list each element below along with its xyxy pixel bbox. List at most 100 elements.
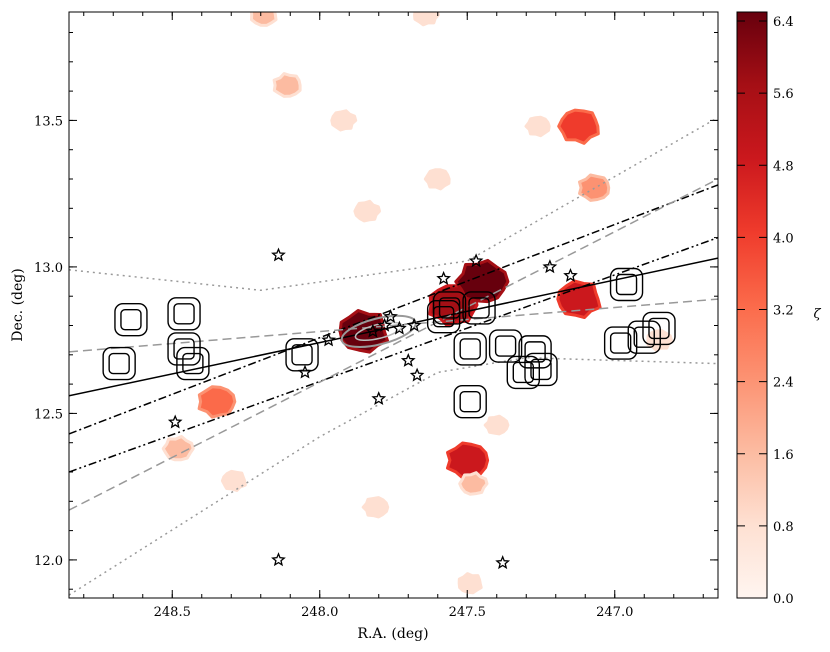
zeta-region [458, 471, 489, 496]
star-marker [392, 320, 407, 335]
reference-line [69, 184, 718, 435]
x-tick-label: 248.0 [301, 605, 338, 620]
zeta-region [457, 572, 483, 595]
black-contour-outer [114, 302, 148, 337]
colorbar-tick-label: 2.4 [773, 376, 794, 391]
colorbar-tick-label: 0.8 [773, 520, 794, 535]
black-contour-inner [468, 297, 490, 319]
black-contour-inner [291, 344, 313, 366]
black-contour-outer [176, 346, 210, 381]
black-contour-outer [603, 326, 638, 360]
zeta-region [557, 108, 600, 145]
zeta-region [446, 441, 490, 480]
y-tick-label: 12.0 [34, 554, 63, 569]
zeta-region [330, 109, 358, 132]
x-tick-label: 247.5 [449, 605, 486, 620]
zeta-region [161, 435, 195, 462]
zeta-region [272, 72, 302, 98]
black-contour-outer [426, 300, 461, 334]
black-contours [102, 267, 676, 419]
black-contour-outer [488, 329, 523, 363]
x-axis-label: R.A. (deg) [357, 626, 428, 642]
star-marker [271, 247, 286, 262]
black-contour-outer [462, 291, 496, 325]
star-marker [321, 332, 336, 347]
zeta-region [361, 496, 390, 519]
star-marker [365, 323, 381, 338]
zeta-region [483, 414, 510, 436]
x-tick-label: 248.5 [154, 605, 191, 620]
colorbar-gradient [736, 11, 768, 599]
galaxy-inner-ellipse [354, 321, 403, 342]
plot-area [69, 12, 718, 596]
zeta-region [454, 258, 510, 304]
zeta-region [220, 469, 247, 492]
star-marker [297, 364, 313, 379]
colorbar-ticks: 0.0 0.8 1.6 2.4 3.2 4.0 4.8 5.6 6.4 [737, 15, 794, 607]
colorbar-tick-label: 4.8 [773, 159, 794, 174]
axis-ticks: 248.5 248.0 247.5 247.0 12.0 12.5 13.0 13.5 [34, 12, 718, 620]
y-tick-label: 13.5 [34, 114, 63, 129]
black-contour-inner [615, 273, 638, 296]
black-contour-outer [453, 332, 487, 366]
black-contour-inner [524, 341, 546, 363]
zeta-region [338, 309, 389, 354]
reference-line [69, 298, 718, 353]
colorbar: 0.0 0.8 1.6 2.4 3.2 4.0 4.8 5.6 6.4 ζ [736, 11, 821, 607]
black-contour-outer [524, 352, 558, 387]
reference-line [69, 116, 718, 292]
star-marker [167, 414, 183, 429]
colorbar-tick-label: 6.4 [773, 15, 794, 30]
star-marker [409, 367, 425, 382]
black-contour-inner [173, 338, 195, 360]
black-contour-inner [530, 358, 552, 381]
black-contour-outer [518, 335, 552, 369]
black-contour-inner [494, 335, 517, 357]
star-marker [542, 259, 558, 274]
y-axis-label: Dec. (deg) [10, 268, 26, 341]
zeta-regions [161, 12, 673, 595]
black-contour-outer [167, 332, 201, 366]
zeta-region [249, 12, 278, 27]
black-contour-inner [120, 308, 142, 331]
black-contour-inner [648, 317, 670, 340]
black-contour-outer [432, 291, 467, 325]
star-marker [436, 270, 452, 285]
star-marker [371, 391, 387, 405]
star-marker [495, 555, 511, 570]
black-contour-inner [432, 306, 455, 328]
colorbar-tick-label: 4.0 [773, 231, 794, 246]
black-contour-outer [453, 384, 487, 419]
black-contour-outer [167, 297, 201, 331]
star-marker [406, 317, 422, 332]
colorbar-tick-label: 0.0 [773, 592, 794, 607]
colorbar-tick-label: 5.6 [773, 87, 794, 102]
star-marker [468, 253, 484, 268]
black-contour-inner [108, 352, 130, 375]
black-contour-inner [633, 326, 655, 348]
black-contour-inner [459, 390, 481, 413]
zeta-region [524, 115, 551, 138]
black-contour-outer [627, 320, 661, 354]
zeta-region [423, 168, 451, 191]
black-contour-outer [642, 311, 676, 346]
x-tick-label: 247.0 [596, 605, 633, 620]
black-contour-inner [182, 352, 204, 375]
black-contour-outer [609, 267, 644, 302]
black-contour-outer [102, 346, 136, 381]
black-contour-outer [506, 355, 540, 390]
star-markers [167, 247, 578, 570]
star-marker [377, 317, 393, 332]
zeta-region [413, 12, 440, 27]
black-contour-inner [459, 338, 481, 360]
star-marker [271, 552, 286, 567]
colorbar-tick-label: 3.2 [773, 304, 794, 319]
black-contour-inner [173, 303, 195, 325]
reference-line [69, 178, 718, 511]
black-contour-inner [512, 361, 534, 384]
black-contour-inner [609, 332, 632, 354]
star-marker [383, 308, 398, 324]
zeta-region [197, 385, 237, 419]
colorbar-label: ζ [813, 307, 821, 322]
